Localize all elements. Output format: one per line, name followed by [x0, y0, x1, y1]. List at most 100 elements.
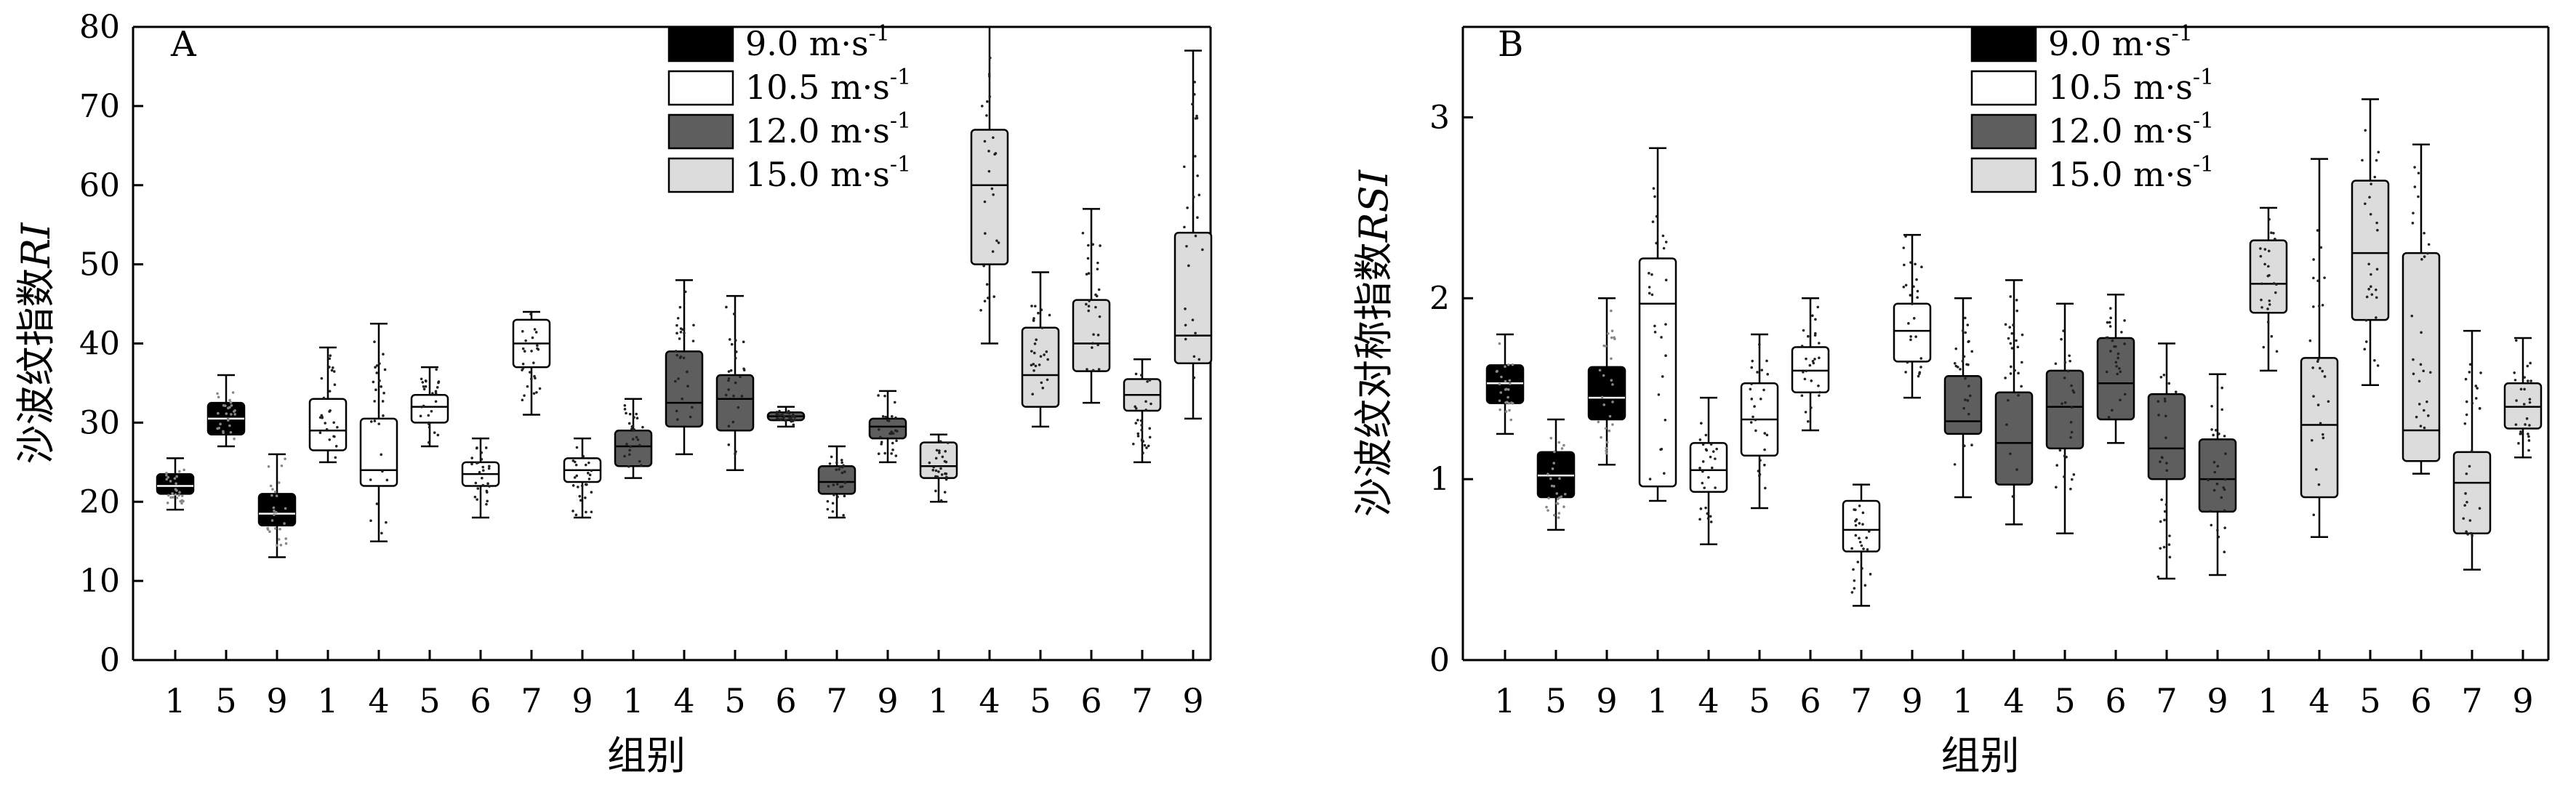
sample-point: [1709, 455, 1712, 459]
box-B-16: [2249, 206, 2288, 372]
sample-point: [1812, 361, 1815, 365]
sample-point: [2364, 340, 2368, 343]
sample-point: [2069, 487, 2072, 491]
sample-point: [1094, 305, 1097, 309]
sample-point: [686, 370, 689, 374]
sample-point: [1655, 241, 1658, 245]
sample-point: [2009, 342, 2013, 345]
sample-point: [333, 383, 337, 386]
x-tick-label: 5: [419, 681, 440, 720]
sample-point: [1969, 394, 1972, 398]
sample-point: [1800, 394, 1804, 398]
sample-point: [628, 412, 632, 416]
sample-point: [2123, 319, 2126, 322]
y-tick-label: 0: [100, 642, 120, 679]
sample-point: [223, 404, 227, 407]
sample-point: [2108, 321, 2111, 324]
sample-point: [534, 331, 538, 334]
sample-point: [2425, 400, 2428, 403]
sample-point: [1703, 486, 1706, 489]
sample-point: [428, 425, 431, 429]
sample-point: [2262, 345, 2266, 349]
sample-point: [932, 465, 936, 469]
sample-point: [1965, 363, 1968, 366]
sample-point: [2268, 303, 2271, 306]
sample-point: [328, 438, 332, 441]
sample-point: [2465, 472, 2468, 475]
sample-point: [2116, 352, 2120, 355]
legend-swatch: [667, 70, 734, 106]
sample-point: [1818, 390, 1821, 394]
box-A-8: [512, 310, 551, 416]
sample-point: [1911, 302, 1914, 305]
sample-point: [1854, 508, 1857, 512]
sample-point: [1096, 261, 1099, 265]
sample-point: [828, 462, 832, 465]
sample-point: [177, 494, 180, 497]
sample-point: [436, 433, 440, 437]
sample-point: [2106, 321, 2109, 324]
sample-point: [1610, 336, 1613, 339]
sample-point: [2118, 367, 2121, 370]
sample-point: [1964, 398, 1967, 401]
x-tick-label: 5: [215, 681, 236, 720]
sample-point: [2105, 336, 2108, 339]
sample-point: [2479, 371, 2482, 374]
box-body: [1893, 302, 1932, 363]
sample-point: [1547, 496, 1550, 499]
sample-point: [2109, 316, 2112, 320]
sample-point: [1954, 347, 1958, 350]
sample-point: [2316, 279, 2319, 283]
sample-point: [2420, 257, 2423, 261]
sample-point: [1141, 451, 1144, 454]
y-tick-label: 80: [79, 9, 120, 46]
sample-point: [982, 264, 985, 268]
sample-point: [832, 494, 835, 496]
sample-point: [2069, 420, 2073, 424]
sample-point: [1709, 520, 1713, 523]
sample-point: [938, 451, 941, 454]
sample-point: [1749, 387, 1752, 391]
sample-point: [840, 485, 844, 489]
sample-point: [1651, 220, 1655, 223]
sample-point: [2164, 436, 2167, 440]
sample-point: [891, 414, 894, 418]
sample-point: [1148, 435, 1152, 439]
sample-point: [2527, 449, 2530, 452]
sample-point: [2015, 339, 2018, 342]
sample-point: [1657, 393, 1661, 396]
sample-point: [578, 494, 582, 498]
sample-point: [1967, 412, 1970, 416]
sample-point: [2260, 298, 2263, 302]
sample-point: [1660, 336, 1663, 339]
sample-point: [2308, 339, 2312, 342]
sample-point: [1192, 196, 1195, 198]
sample-point: [2423, 409, 2425, 412]
sample-point: [1087, 244, 1090, 247]
sample-point: [883, 394, 886, 398]
box-B-9: [1893, 233, 1932, 399]
sample-point: [1760, 369, 1764, 371]
sample-point: [526, 385, 529, 388]
sample-point: [2015, 309, 2019, 313]
sample-point: [382, 414, 385, 417]
sample-point: [827, 485, 830, 488]
sample-point: [2428, 371, 2432, 374]
sample-point: [1762, 388, 1765, 392]
x-tick-label: 4: [2308, 681, 2330, 720]
sample-point: [318, 431, 322, 435]
sample-point: [1508, 379, 1512, 382]
sample-point: [2165, 462, 2168, 465]
sample-point: [1140, 428, 1143, 432]
sample-point: [1096, 334, 1100, 337]
legend-swatch: [667, 157, 734, 193]
sample-point: [831, 510, 835, 513]
sample-point: [1664, 418, 1667, 422]
sample-point: [2364, 318, 2368, 322]
legend-label: 10.5 m·s-1: [745, 65, 911, 107]
sample-point: [385, 478, 389, 482]
legend-label: 12.0 m·s-1: [2048, 108, 2214, 150]
sample-point: [1765, 359, 1768, 363]
sample-point: [830, 455, 833, 459]
sample-point: [2375, 268, 2379, 271]
